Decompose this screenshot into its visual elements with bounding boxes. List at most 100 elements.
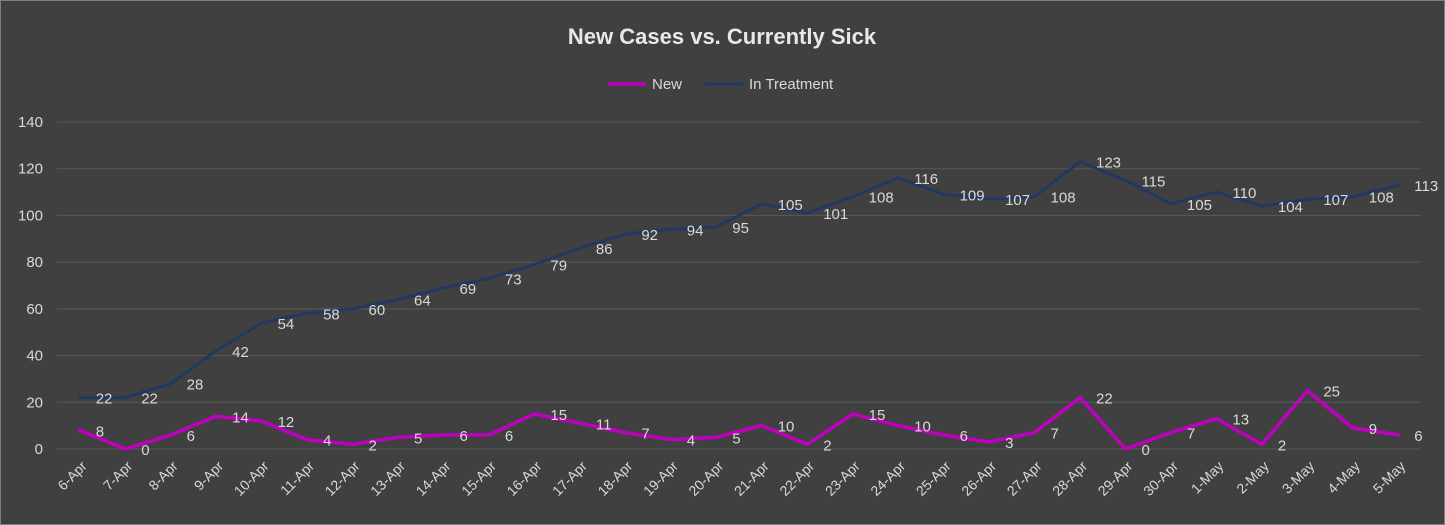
x-tick-label: 29-Apr (1095, 458, 1136, 499)
y-tick-label: 80 (26, 254, 43, 271)
y-tick-label: 40 (26, 348, 43, 365)
x-tick-label: 16-Apr (503, 458, 544, 499)
data-label: 110 (1232, 185, 1256, 202)
x-tick-label: 15-Apr (458, 458, 499, 499)
data-label: 6 (187, 428, 195, 445)
x-tick-label: 2-May (1233, 458, 1272, 497)
data-label: 58 (323, 307, 340, 324)
y-tick-label: 100 (18, 207, 43, 224)
data-label: 0 (141, 442, 149, 459)
series-line-new (77, 388, 1401, 451)
x-tick-label: 22-Apr (776, 458, 817, 499)
x-tick-label: 17-Apr (549, 458, 590, 499)
data-label: 108 (1369, 190, 1394, 207)
data-label: 113 (1414, 178, 1438, 195)
data-label: 6 (505, 428, 513, 445)
x-tick-label: 19-Apr (640, 458, 681, 499)
data-label: 101 (823, 206, 848, 223)
data-label: 9 (1369, 421, 1377, 438)
x-tick-label: 30-Apr (1140, 458, 1181, 499)
series-line-in-treatment (78, 160, 1400, 400)
x-tick-label: 3-May (1279, 458, 1318, 497)
data-label: 108 (869, 190, 894, 207)
data-label: 22 (1096, 391, 1113, 408)
data-label: 2 (1278, 437, 1286, 454)
data-label: 4 (323, 433, 331, 450)
x-tick-label: 24-Apr (867, 458, 908, 499)
data-label: 64 (414, 293, 431, 310)
x-tick-label: 7-Apr (100, 458, 136, 494)
y-tick-label: 60 (26, 301, 43, 318)
data-label: 5 (414, 430, 422, 447)
data-label: 3 (1005, 435, 1013, 452)
data-label: 10 (778, 419, 795, 436)
x-tick-label: 9-Apr (191, 458, 227, 494)
x-tick-label: 13-Apr (367, 458, 408, 499)
data-label: 95 (732, 220, 749, 237)
data-label: 107 (1323, 192, 1348, 209)
data-label: 6 (459, 428, 467, 445)
x-axis: 6-Apr 7-Apr 8-Apr 9-Apr 10-Apr 11-Apr 12-Apr 13… (54, 458, 1408, 499)
data-label: 15 (869, 407, 886, 424)
y-tick-label: 140 (18, 114, 43, 131)
x-tick-label: 21-Apr (731, 458, 772, 499)
legend-label: In Treatment (749, 76, 834, 93)
data-label: 8 (96, 423, 104, 440)
data-label: 7 (1187, 426, 1195, 443)
data-label: 10 (914, 419, 931, 436)
data-label: 22 (141, 391, 158, 408)
x-tick-label: 6-Apr (54, 458, 90, 494)
chart-title: New Cases vs. Currently Sick (568, 24, 877, 49)
data-label: 92 (641, 227, 658, 244)
data-label: 108 (1051, 190, 1076, 207)
x-tick-label: 23-Apr (822, 458, 863, 499)
x-tick-label: 26-Apr (958, 458, 999, 499)
data-label: 109 (960, 187, 985, 204)
x-tick-label: 18-Apr (594, 458, 635, 499)
data-label: 69 (459, 281, 476, 298)
data-label: 0 (1141, 442, 1149, 459)
data-label: 13 (1232, 412, 1249, 429)
data-label: 105 (1187, 197, 1212, 214)
data-label: 12 (278, 414, 295, 431)
x-tick-label: 20-Apr (685, 458, 726, 499)
x-tick-label: 14-Apr (413, 458, 454, 499)
data-label: 42 (232, 344, 249, 361)
data-label: 107 (1005, 192, 1030, 209)
plot-area (77, 160, 1401, 451)
x-tick-label: 25-Apr (913, 458, 954, 499)
data-label: 15 (550, 407, 567, 424)
data-label: 79 (550, 257, 567, 274)
legend-label: New (652, 76, 682, 93)
data-label: 2 (823, 437, 831, 454)
y-axis: 0 20 40 60 80 100 120 140 (18, 114, 43, 458)
x-tick-label: 12-Apr (322, 458, 363, 499)
y-tick-label: 120 (18, 161, 43, 178)
x-tick-label: 10-Apr (231, 458, 272, 499)
data-label: 22 (96, 391, 113, 408)
data-label: 73 (505, 271, 522, 288)
data-label: 6 (960, 428, 968, 445)
x-tick-label: 11-Apr (277, 458, 318, 499)
data-label: 4 (687, 433, 695, 450)
data-label: 2 (369, 437, 377, 454)
data-label: 123 (1096, 155, 1121, 172)
data-label: 7 (641, 426, 649, 443)
data-label: 14 (232, 409, 249, 426)
data-label: 60 (369, 302, 386, 319)
x-tick-label: 8-Apr (145, 458, 181, 494)
data-label: 54 (278, 316, 295, 333)
data-label: 28 (187, 377, 204, 394)
data-label: 6 (1414, 428, 1422, 445)
data-label: 104 (1278, 199, 1303, 216)
data-label: 7 (1051, 426, 1059, 443)
x-tick-label: 1-May (1188, 458, 1227, 497)
data-label: 11 (596, 416, 612, 433)
data-label: 116 (914, 171, 938, 188)
legend: New In Treatment (608, 76, 834, 93)
x-tick-label: 4-May (1324, 458, 1363, 497)
x-tick-label: 27-Apr (1004, 458, 1045, 499)
